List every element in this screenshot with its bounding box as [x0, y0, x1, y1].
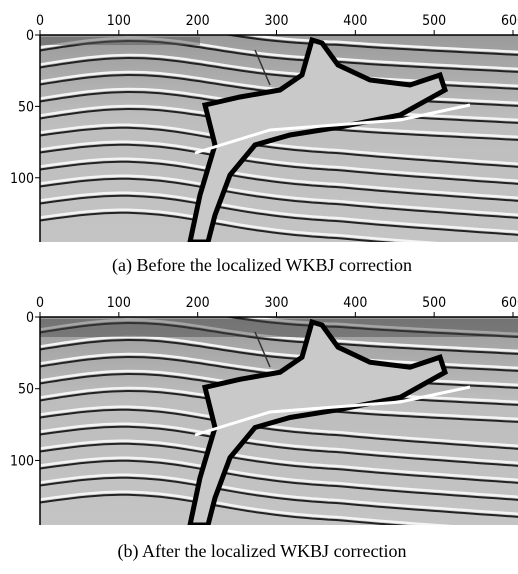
x-tick-label: 400 — [343, 295, 367, 311]
reflector-light — [40, 208, 440, 242]
x-tick-label: 0 — [36, 295, 44, 311]
x-tick-label: 500 — [422, 13, 446, 29]
x-tick-label: 200 — [186, 295, 210, 311]
panel: 0 100 200 300 400 500 600 0 50 100 (a) Before the … — [10, 13, 518, 276]
seismic-image — [40, 35, 518, 242]
x-tick-label: 100 — [107, 13, 131, 29]
salt-body — [187, 36, 449, 242]
caption: (a) Before the localized WKBJ correction — [112, 255, 412, 276]
reflector-dark — [40, 321, 518, 355]
reflector-dark — [40, 476, 518, 518]
reflector-light — [40, 174, 518, 217]
y-tick-label: 0 — [26, 310, 34, 326]
reflector-dark — [40, 425, 518, 467]
reflector-light — [40, 405, 518, 448]
salt-base — [194, 385, 471, 437]
reflector-light — [40, 439, 518, 482]
x-tick-label: 300 — [264, 13, 288, 29]
x-tick-label: 100 — [107, 295, 131, 311]
reflector-light — [40, 123, 518, 166]
reflector-light — [40, 191, 518, 234]
y-tick-label: 50 — [18, 99, 34, 115]
y-tick-label: 100 — [10, 453, 34, 469]
reflector-dark — [40, 194, 518, 236]
dark-top — [40, 37, 200, 45]
y-tick-label: 50 — [18, 382, 34, 398]
x-tick-label: 600 — [501, 295, 518, 311]
salt-base — [194, 103, 471, 155]
reflector-light — [40, 157, 518, 200]
reflector-light — [40, 318, 518, 353]
reflector-dark — [40, 442, 518, 484]
dark-top — [40, 319, 518, 337]
reflector-light — [40, 490, 453, 525]
caption: (b) After the localized WKBJ correction — [117, 541, 406, 562]
fault — [254, 331, 271, 368]
seismic-image — [40, 317, 518, 525]
salt-body — [187, 318, 449, 525]
x-tick-label: 500 — [422, 295, 446, 311]
reflector-light — [241, 317, 518, 336]
fault — [254, 49, 271, 86]
reflector-light — [40, 456, 518, 499]
reflector-dark — [40, 160, 518, 202]
y-tick-label: 0 — [26, 28, 34, 44]
reflector-dark — [40, 459, 518, 501]
reflector-dark — [223, 317, 518, 338]
reflector-light — [241, 35, 518, 54]
x-tick-label: 400 — [343, 13, 367, 29]
panel: 0 100 200 300 400 500 600 0 50 100 (b) After the l… — [10, 295, 518, 562]
reflector-dark — [40, 143, 518, 185]
reflector-dark — [40, 126, 518, 168]
x-tick-label: 0 — [36, 13, 44, 29]
reflector-dark — [40, 408, 518, 450]
x-tick-label: 600 — [501, 13, 518, 29]
reflector-light — [40, 422, 518, 465]
x-tick-label: 200 — [186, 13, 210, 29]
reflector-light — [40, 473, 518, 516]
y-tick-label: 100 — [10, 171, 34, 187]
reflector-dark — [40, 493, 409, 525]
x-tick-label: 300 — [264, 295, 288, 311]
reflector-dark — [40, 177, 518, 219]
reflector-dark — [40, 211, 396, 242]
reflector-dark — [223, 35, 518, 56]
reflector-light — [40, 140, 518, 183]
